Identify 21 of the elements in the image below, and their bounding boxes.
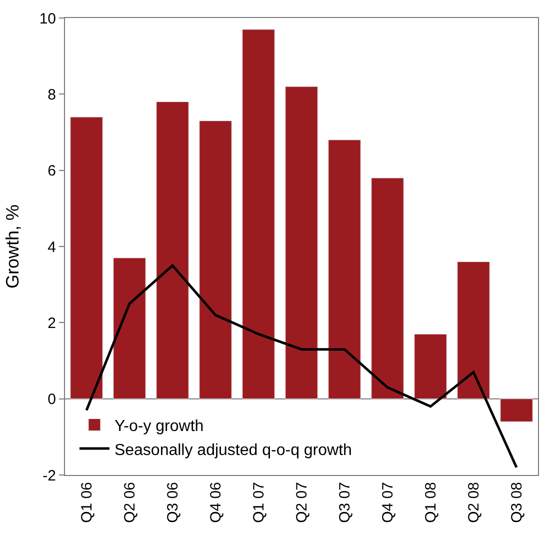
x-tick-label: Q3 07 bbox=[336, 482, 354, 523]
x-tick-label: Q1 07 bbox=[250, 482, 268, 523]
y-tick-label: 4 bbox=[48, 238, 56, 256]
y-tick-label: 2 bbox=[48, 314, 56, 332]
x-tick-label: Q1 08 bbox=[422, 482, 440, 523]
x-tick-label: Q2 07 bbox=[293, 482, 310, 523]
legend-label: Seasonally adjusted q-o-q growth bbox=[114, 442, 352, 459]
x-tick-label: Q3 06 bbox=[164, 482, 182, 523]
y-tick-label: 6 bbox=[48, 162, 56, 180]
x-tick-label: Q2 06 bbox=[121, 482, 138, 523]
y-tick-label: 8 bbox=[48, 86, 56, 104]
y-tick-label: 10 bbox=[39, 10, 56, 28]
y-tick-label: 0 bbox=[48, 391, 56, 408]
x-tick-label: Q4 07 bbox=[379, 482, 396, 523]
legend-label: Y-o-y growth bbox=[114, 418, 204, 435]
y-axis-title: Growth, % bbox=[2, 204, 23, 289]
y-tick-label: -2 bbox=[42, 467, 56, 484]
x-tick-label: Q1 06 bbox=[78, 482, 96, 523]
x-tick-label: Q4 06 bbox=[207, 482, 224, 523]
x-tick-label: Q3 08 bbox=[508, 482, 526, 523]
x-tick-label: Q2 08 bbox=[465, 482, 482, 523]
